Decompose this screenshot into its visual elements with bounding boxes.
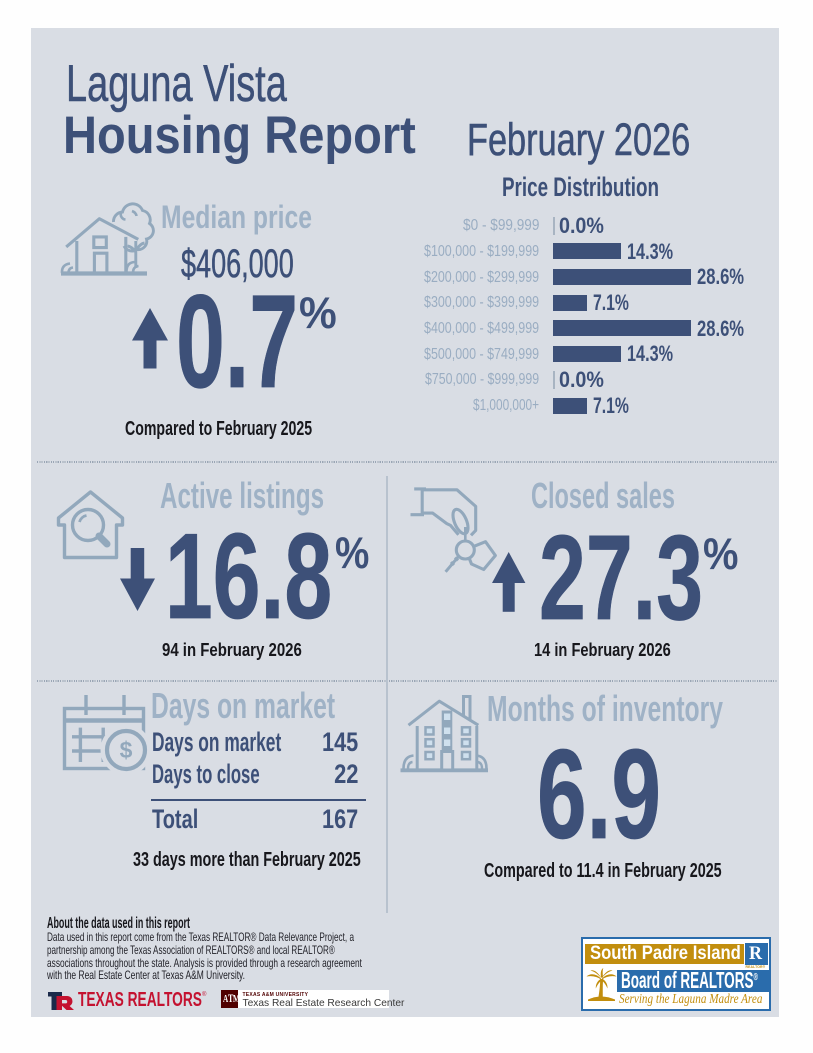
svg-text:$: $	[120, 737, 133, 763]
